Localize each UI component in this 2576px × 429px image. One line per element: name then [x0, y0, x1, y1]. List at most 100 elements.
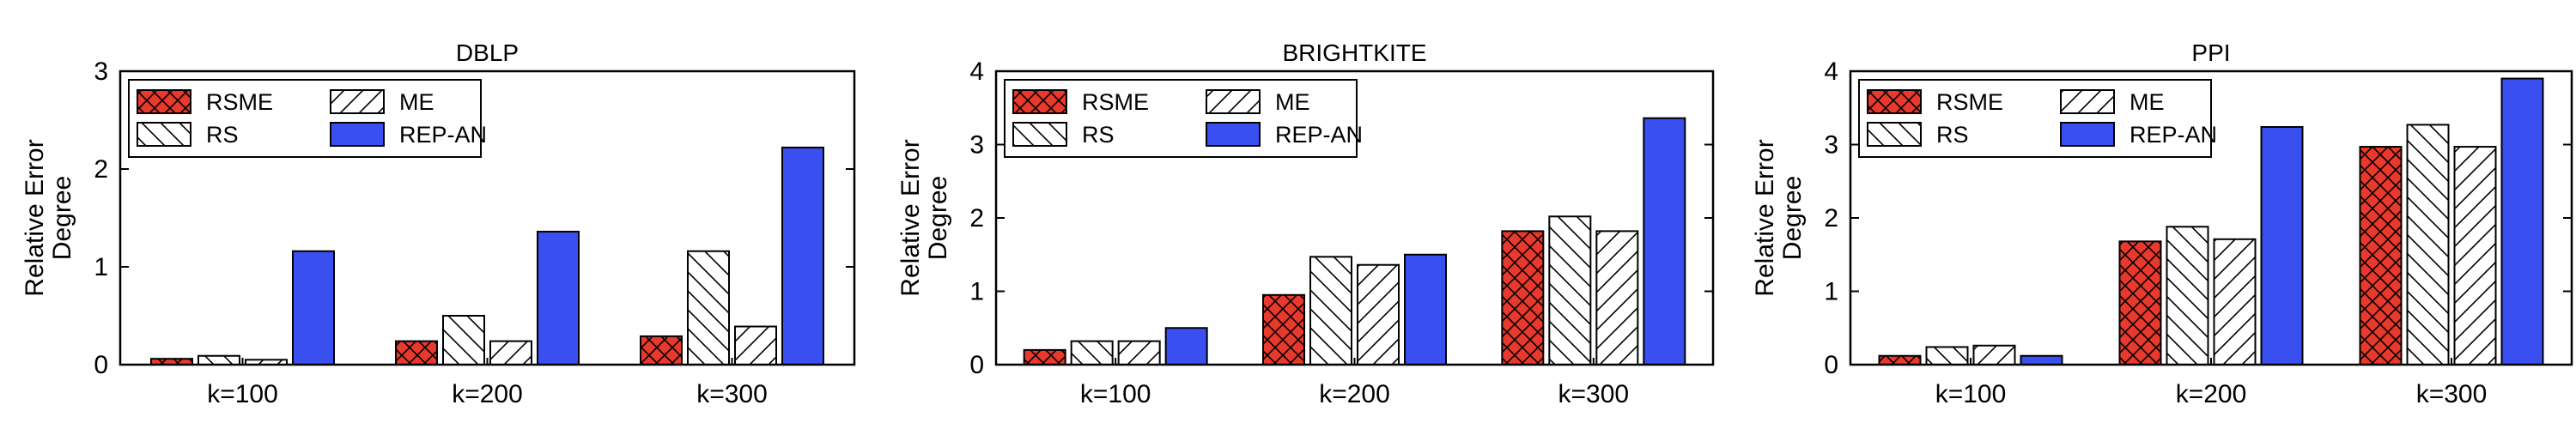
legend-label-rep-an: REP-AN	[399, 122, 487, 148]
bar-rsme-k-100	[1023, 348, 1066, 366]
x-tick-label: k=100	[207, 380, 278, 408]
y-tick-label: 2	[1824, 204, 1838, 233]
y-tick-label: 4	[1824, 57, 1838, 86]
y-tick-label: 1	[94, 253, 108, 281]
x-tick-label: k=100	[1935, 380, 2007, 408]
bar-rep-an-k-100	[2020, 354, 2063, 366]
y-tick-label: 4	[969, 57, 984, 86]
legend-swatch-rsme	[137, 89, 191, 114]
bar-rs-k-300	[1548, 215, 1592, 366]
legend-swatch-me	[330, 89, 385, 114]
plot-frame	[118, 69, 856, 366]
bar-rsme-k-300	[2359, 146, 2403, 366]
legend-swatch-rep-an	[330, 122, 385, 147]
bar-rep-an-k-200	[2260, 125, 2304, 366]
legend-label-me: ME	[1275, 89, 1310, 115]
bar-rep-an-k-300	[2500, 77, 2544, 366]
legend-swatch-me	[1206, 89, 1261, 114]
panel-dblp: DBLP Relative Error Degree 0 1 2 3 k=100 k=200 k=…	[21, 39, 856, 408]
x-tick-label: k=200	[1319, 380, 1390, 408]
y-tick-label: 0	[1824, 351, 1838, 379]
chart-title: PPI	[2191, 39, 2230, 66]
legend-label-rsme: RSME	[1082, 89, 1149, 115]
bar-me-k-300	[734, 325, 777, 366]
x-tick-label: k=300	[696, 380, 768, 408]
bar-me-k-200	[2213, 238, 2257, 366]
legend-swatch-rsme	[1012, 89, 1067, 114]
legend-swatch-me	[2060, 89, 2115, 114]
bar-rsme-k-200	[2118, 240, 2162, 366]
legend-swatch-rep-an	[1206, 122, 1261, 147]
legend-label-rsme: RSME	[206, 89, 273, 115]
bar-me-k-300	[1595, 230, 1639, 366]
bar-rs-k-200	[2166, 226, 2209, 366]
bar-rs-k-100	[1070, 340, 1114, 366]
x-tick-label: k=200	[2176, 380, 2247, 408]
legend-label-rsme: RSME	[1936, 89, 2003, 115]
legend-label-rs: RS	[1936, 122, 1969, 148]
bar-me-k-200	[1357, 263, 1400, 366]
bar-rs-k-200	[442, 315, 485, 366]
y-tick-label: 0	[969, 351, 984, 379]
panel-ppi: PPI Relative Error Degree 0 1 2 3 4 k=100 k=200 k=…	[1751, 39, 2573, 408]
plot-frame	[994, 69, 1715, 366]
y-tick-label: 3	[1824, 131, 1838, 160]
y-tick-label: 2	[969, 204, 984, 233]
y-tick-label: 1	[969, 278, 984, 306]
bar-rs-k-100	[1925, 346, 1969, 366]
legend-swatch-rs	[1867, 122, 1922, 147]
legend-swatch-rs	[137, 122, 191, 147]
y-axis-label: Degree	[924, 176, 952, 260]
bar-rsme-k-200	[1262, 293, 1305, 366]
y-tick-label: 3	[94, 57, 108, 86]
y-tick-label: 0	[94, 351, 108, 379]
bar-me-k-300	[2453, 146, 2497, 366]
y-tick-label: 1	[1824, 278, 1838, 306]
bar-rsme-k-100	[1878, 354, 1922, 366]
bar-rs-k-200	[1309, 256, 1352, 366]
y-tick-label: 3	[969, 131, 984, 160]
legend-label-rep-an: REP-AN	[2129, 122, 2217, 148]
bar-me-k-100	[1972, 344, 2016, 366]
bar-rs-k-100	[197, 354, 240, 366]
y-axis-label: Degree	[48, 176, 76, 260]
bar-me-k-100	[1117, 340, 1161, 366]
bar-rsme-k-300	[640, 335, 683, 366]
legend-swatch-rsme	[1867, 89, 1922, 114]
x-tick-label: k=100	[1080, 380, 1151, 408]
x-tick-label: k=300	[2416, 380, 2488, 408]
y-axis-label: Relative Error	[1751, 139, 1779, 296]
legend-label-rs: RS	[1082, 122, 1115, 148]
bar-rs-k-300	[687, 250, 730, 366]
x-tick-label: k=200	[452, 380, 523, 408]
bar-rep-an-k-300	[781, 146, 824, 366]
legend-label-rs: RS	[206, 122, 239, 148]
chart-title: DBLP	[456, 39, 519, 66]
bar-rsme-k-300	[1501, 230, 1545, 366]
y-axis-label: Relative Error	[21, 139, 49, 296]
legend-label-me: ME	[2129, 89, 2165, 115]
bar-rsme-k-200	[395, 340, 438, 366]
y-axis-label: Relative Error	[896, 139, 925, 296]
bar-rep-an-k-300	[1643, 117, 1686, 366]
bar-rs-k-300	[2406, 124, 2450, 366]
legend-swatch-rs	[1012, 122, 1067, 147]
legend-label-rep-an: REP-AN	[1275, 122, 1363, 148]
legend-swatch-rep-an	[2060, 122, 2115, 147]
bar-me-k-200	[489, 340, 532, 366]
plot-frame	[1849, 69, 2573, 366]
chart-title: BRIGHTKITE	[1282, 39, 1426, 66]
bar-rep-an-k-100	[292, 250, 335, 366]
y-axis-label: Degree	[1778, 176, 1807, 260]
x-tick-label: k=300	[1558, 380, 1630, 408]
bar-rep-an-k-200	[537, 230, 580, 366]
bar-rep-an-k-100	[1164, 327, 1208, 366]
bar-rep-an-k-200	[1404, 253, 1447, 366]
legend-label-me: ME	[399, 89, 434, 115]
panel-brightkite: BRIGHTKITE Relative Error Degree 0 1 2 3 4 k=100…	[896, 39, 1715, 408]
y-tick-label: 2	[94, 155, 108, 184]
